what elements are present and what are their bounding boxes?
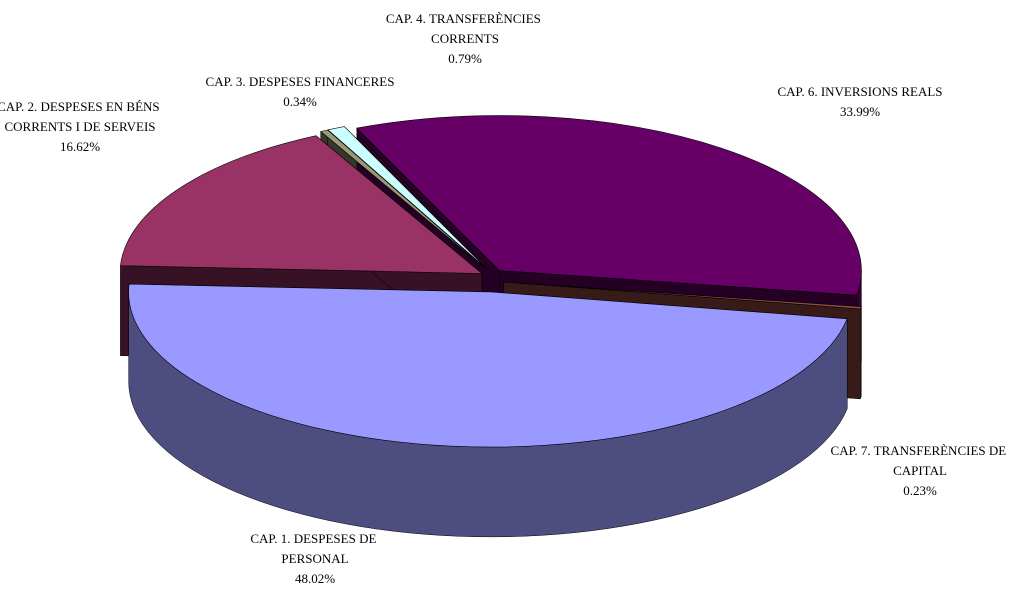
value-label: 16.62% — [60, 139, 100, 154]
label-line: CAP. 3. DESPESES FINANCERES — [206, 74, 395, 89]
label-line: CAP. 7. TRANSFERÈNCIES DE — [831, 443, 1010, 458]
category-label: CAP. 6. INVERSIONS REALS — [777, 84, 942, 99]
label-line: CORRENTS — [431, 31, 499, 46]
slice — [120, 135, 483, 274]
label-line: CAP. 2. DESPESES EN BÉNS — [0, 99, 163, 114]
value-label: 33.99% — [840, 104, 880, 119]
value-label: 0.23% — [903, 483, 937, 498]
value-label: 48.02% — [295, 571, 335, 586]
slice — [320, 129, 487, 270]
label-line: CORRENTS I DE SERVEIS — [5, 119, 156, 134]
label-line: PERSONAL — [281, 551, 348, 566]
slice-outer-side — [860, 306, 862, 399]
value-label: 0.34% — [283, 94, 317, 109]
value-label: 0.79% — [448, 51, 482, 66]
category-label: CAP. 1. DESPESES DE PERSONAL — [250, 531, 379, 566]
category-label: CAP. 2. DESPESES EN BÉNS CORRENTS I DE S… — [0, 99, 163, 134]
slice — [503, 281, 862, 310]
label-line: CAP. 6. INVERSIONS REALS — [777, 84, 942, 99]
label-line: CAP. 4. TRANSFERÈNCIES — [386, 11, 544, 26]
slice — [128, 283, 848, 448]
category-label: CAP. 3. DESPESES FINANCERES — [206, 74, 395, 89]
category-label: CAP. 7. TRANSFERÈNCIES DE CAPITAL — [831, 443, 1010, 478]
slice — [327, 126, 488, 270]
label-line: CAPITAL — [893, 463, 947, 478]
slice — [356, 115, 862, 296]
category-label: CAP. 4. TRANSFERÈNCIES CORRENTS — [386, 11, 544, 46]
label-line: CAP. 1. DESPESES DE — [250, 531, 379, 546]
